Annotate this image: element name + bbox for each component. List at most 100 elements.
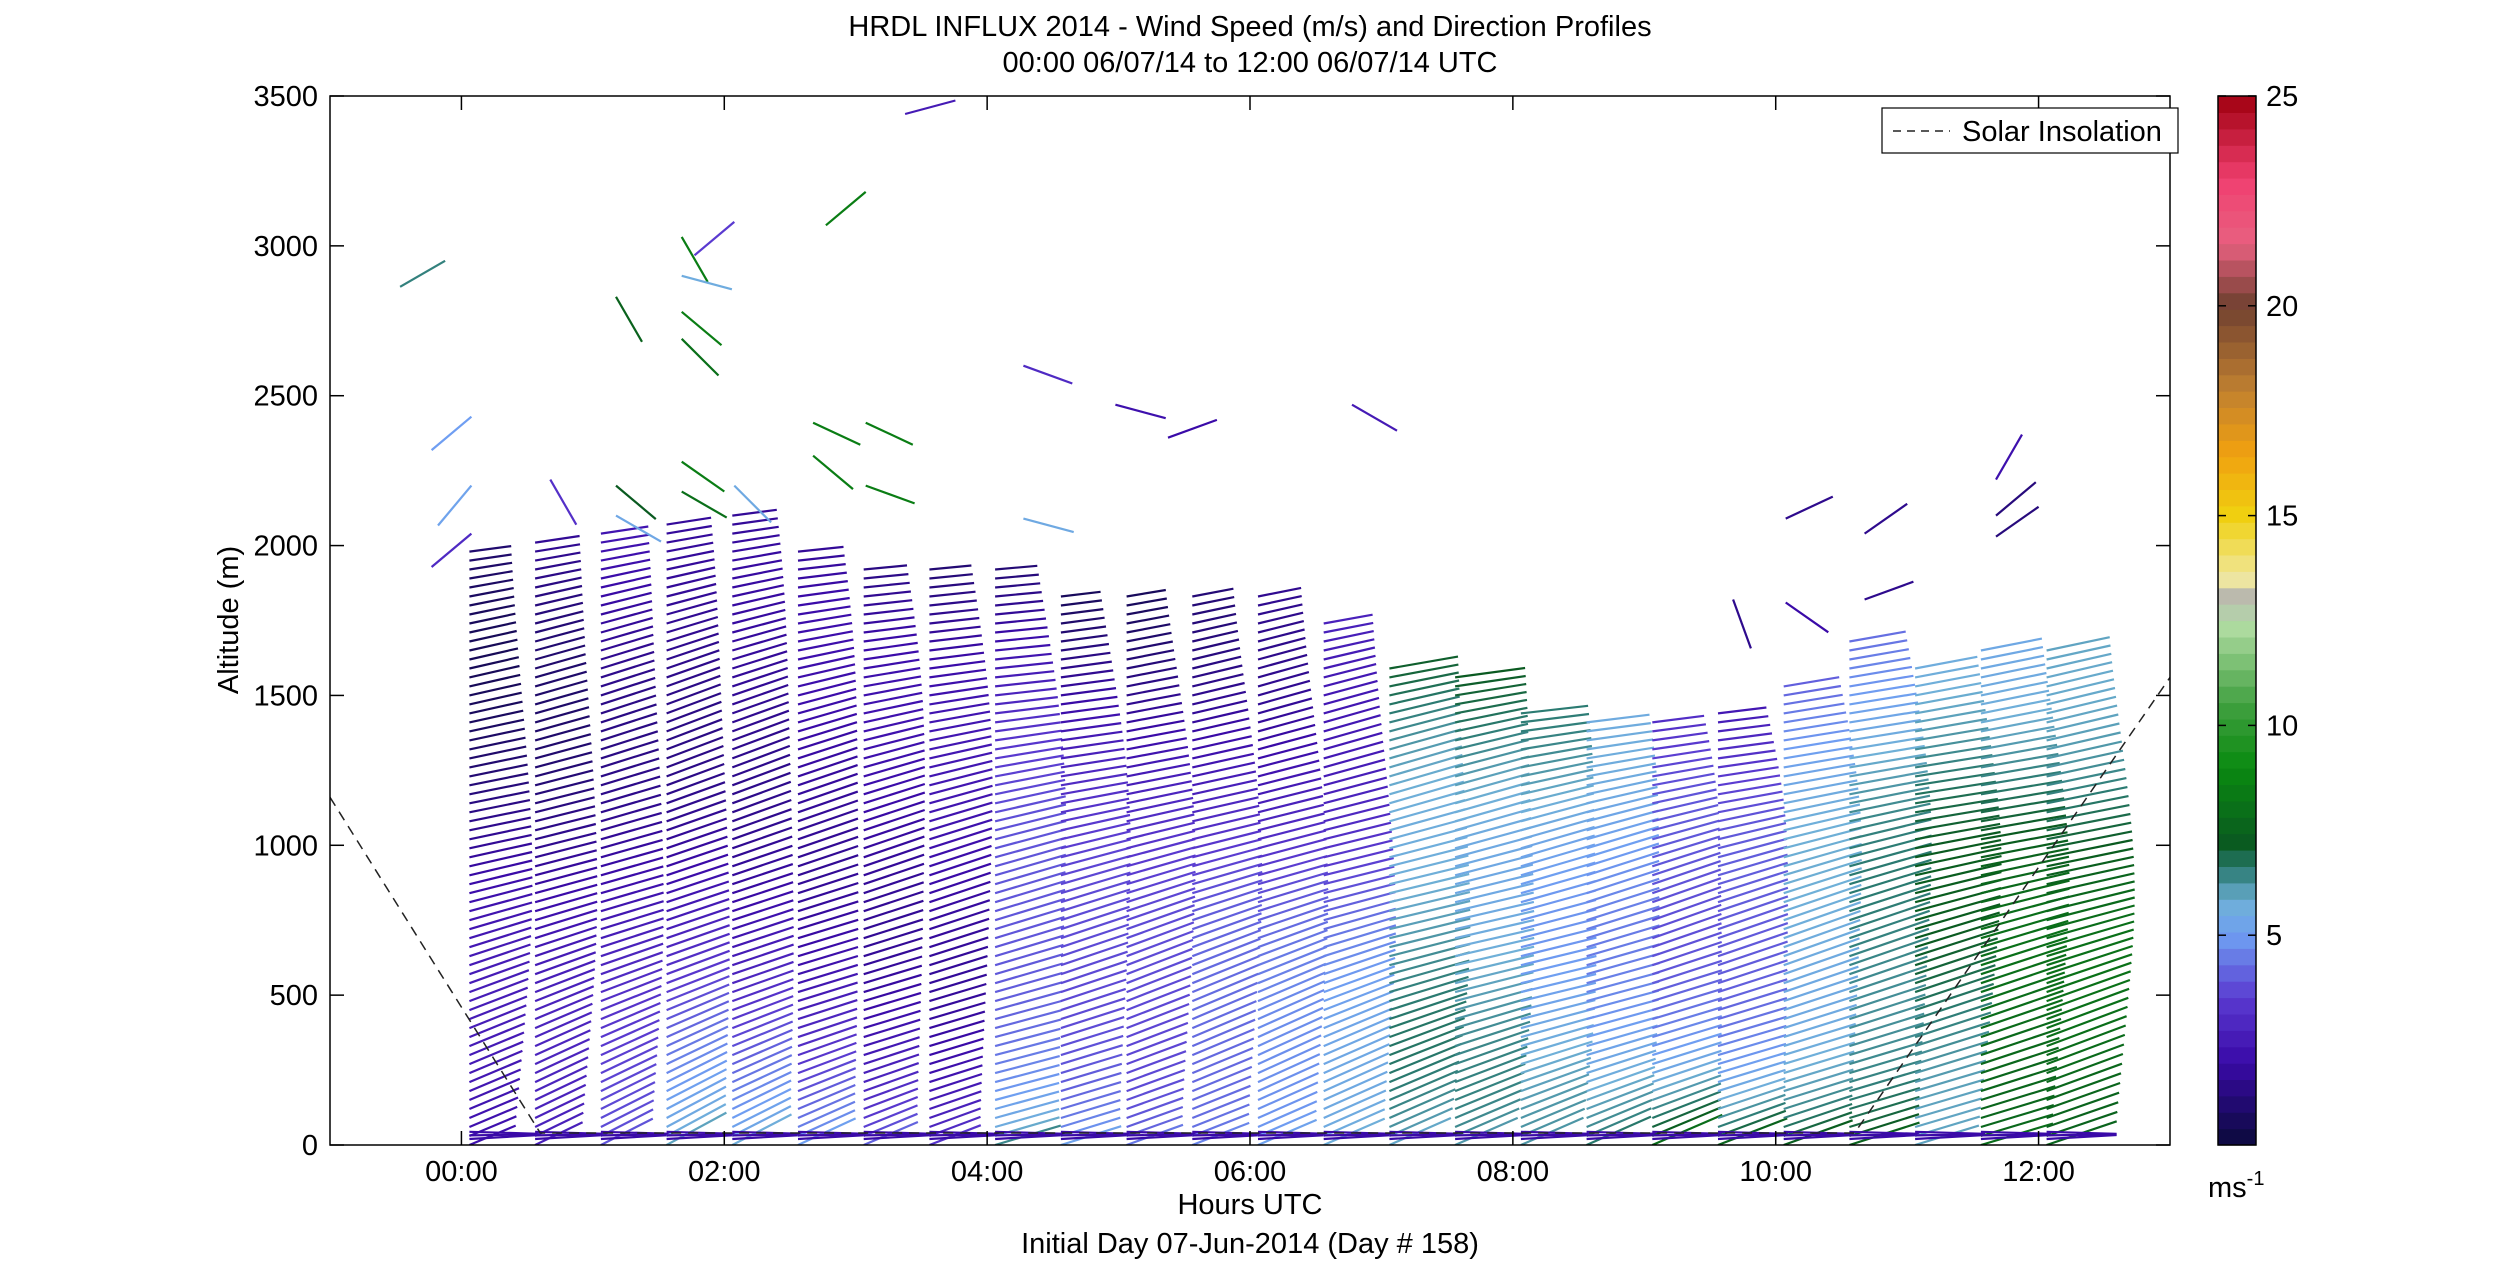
- wind-barb: [1849, 794, 1931, 814]
- colorbar-tick-label: 5: [2266, 920, 2282, 952]
- wind-barb: [797, 596, 850, 607]
- wind-barb: [1849, 946, 1929, 976]
- wind-barb: [1520, 1065, 1591, 1093]
- wind-barb: [1323, 705, 1381, 724]
- wind-barb: [2046, 678, 2115, 697]
- wind-barb: [1126, 796, 1194, 814]
- wind-barb: [1191, 1028, 1255, 1057]
- wind-barb: [863, 881, 925, 904]
- wind-barb: [1652, 764, 1714, 778]
- wind-barb: [1849, 1003, 1926, 1030]
- wind-barb: [1060, 651, 1111, 661]
- wind-barb: [1060, 747, 1125, 760]
- wind-barb: [1980, 805, 2066, 823]
- wind-barb: [1783, 883, 1862, 913]
- wind-barb: [1914, 664, 1979, 679]
- wind-barb: [1323, 1089, 1387, 1120]
- wind-barb: [1914, 1030, 1990, 1057]
- wind-barb: [1717, 968, 1788, 994]
- wind-barb: [1257, 688, 1312, 706]
- wind-barb: [1914, 789, 1998, 805]
- wind-barb: [863, 1070, 919, 1093]
- wind-barb: [797, 738, 858, 760]
- x-axis-label: Hours UTC: [1177, 1189, 1322, 1221]
- wind-barb: [666, 790, 726, 814]
- wind-barb: [994, 1081, 1060, 1102]
- wind-barb: [666, 709, 723, 733]
- wind-barb: [731, 899, 794, 922]
- wind-barb: [929, 590, 976, 598]
- wind-barb: [1323, 830, 1393, 850]
- wind-barb: [1651, 1090, 1722, 1120]
- wind-barb: [1849, 1095, 1920, 1120]
- wind-barb: [797, 817, 859, 841]
- wind-barb: [1126, 993, 1191, 1021]
- wind-barb: [469, 595, 515, 607]
- y-tick-label: 2500: [253, 381, 318, 413]
- wind-barb: [1914, 822, 2001, 841]
- wind-barb: [797, 764, 858, 787]
- wind-barb: [534, 584, 583, 598]
- wind-barb: [863, 641, 918, 652]
- wind-barb: [797, 1075, 856, 1102]
- wind-barb: [469, 833, 532, 850]
- wind-barb: [1980, 839, 2069, 859]
- legend-label: Solar Insolation: [1962, 116, 2162, 148]
- wind-profile: [1717, 706, 1789, 1145]
- wind-barb: [1914, 982, 1995, 1012]
- wind-barb: [1520, 972, 1597, 994]
- wind-barb: [600, 703, 657, 724]
- wind-barb: [1520, 760, 1594, 778]
- wind-barb: [994, 762, 1065, 778]
- wind-barb: [1126, 623, 1171, 634]
- wind-barb: [1520, 870, 1596, 895]
- wind-barb: [1257, 863, 1329, 886]
- wind-barb: [797, 808, 859, 832]
- wind-barb: [994, 778, 1066, 796]
- wind-barb: [1060, 660, 1112, 670]
- wind-barb: [1980, 1008, 2063, 1039]
- wind-barb: [2046, 1024, 2127, 1057]
- wind-barb: [1849, 927, 1930, 958]
- wind-barb: [1257, 706, 1314, 724]
- wind-barb: [863, 741, 925, 760]
- wind-barb: [1783, 754, 1854, 769]
- wind-barb: [1323, 940, 1397, 967]
- wind-barb: [1257, 741, 1318, 760]
- colorbar-band: [2218, 259, 2256, 277]
- wind-barb: [1126, 805, 1194, 823]
- wind-barb: [731, 692, 789, 715]
- wind-barb: [1126, 701, 1183, 715]
- wind-barb: [1389, 984, 1469, 1012]
- wind-barb: [1717, 814, 1786, 832]
- x-tick-label: 06:00: [1214, 1156, 1287, 1188]
- wind-barb: [1389, 836, 1468, 859]
- wind-barb: [469, 825, 532, 841]
- wind-barb: [1914, 682, 1982, 697]
- wind-barb: [600, 1072, 657, 1101]
- wind-barb: [1126, 1068, 1186, 1093]
- wind-barb: [1651, 1098, 1722, 1129]
- wind-barb: [994, 696, 1058, 706]
- wind-profile: [666, 516, 737, 1145]
- wind-barb: [1257, 595, 1302, 607]
- wind-profile: [534, 534, 606, 1145]
- wind-barb: [534, 875, 598, 895]
- colorbar-band: [2218, 112, 2256, 130]
- wind-barb: [994, 811, 1067, 832]
- wind-barb: [600, 757, 660, 778]
- wind-barb: [600, 633, 654, 652]
- wind-barb: [1454, 891, 1534, 913]
- wind-barb: [1323, 998, 1394, 1030]
- wind-barb: [666, 574, 716, 589]
- wind-barb: [534, 1011, 593, 1039]
- wind-barb: [994, 670, 1055, 679]
- wind-barb: [1060, 830, 1131, 850]
- wind-barb: [929, 927, 990, 949]
- wind-barb: [1783, 858, 1863, 886]
- wind-barb: [666, 799, 727, 823]
- wind-barb: [863, 691, 923, 706]
- wind-barb: [1060, 846, 1131, 868]
- wind-barb: [1849, 683, 1916, 697]
- wind-barb: [1060, 616, 1105, 625]
